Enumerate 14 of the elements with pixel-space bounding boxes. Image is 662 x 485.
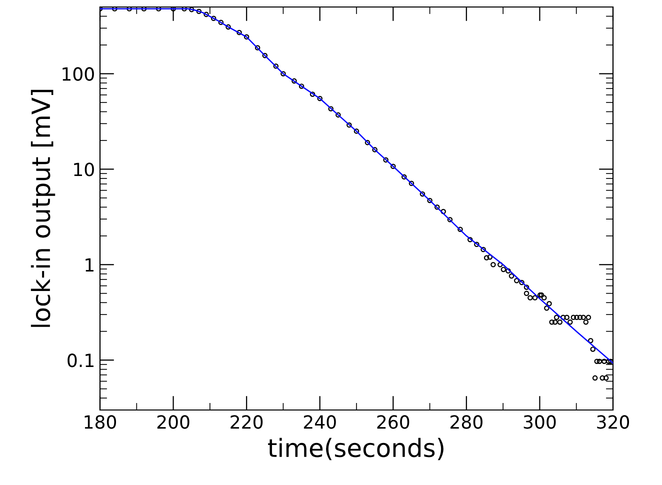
y-tick-label: 10 [74,162,94,176]
x-tick-label: 180 [84,415,116,429]
y-tick-label: 100 [62,67,94,81]
y-tick-label: 1 [86,258,94,272]
x-tick-label: 300 [524,415,556,429]
y-tick-label: 0.1 [68,354,94,368]
x-tick-label: 200 [157,415,190,429]
x-tick-label: 260 [377,415,410,429]
x-tick-label: 240 [304,415,336,429]
y-axis-title: lock-in output [mV] [30,90,56,327]
x-tick-label: 320 [597,415,630,429]
x-axis-title: time(seconds) [268,438,444,460]
x-tick-label: 280 [450,415,482,429]
x-tick-label: 220 [230,415,263,429]
